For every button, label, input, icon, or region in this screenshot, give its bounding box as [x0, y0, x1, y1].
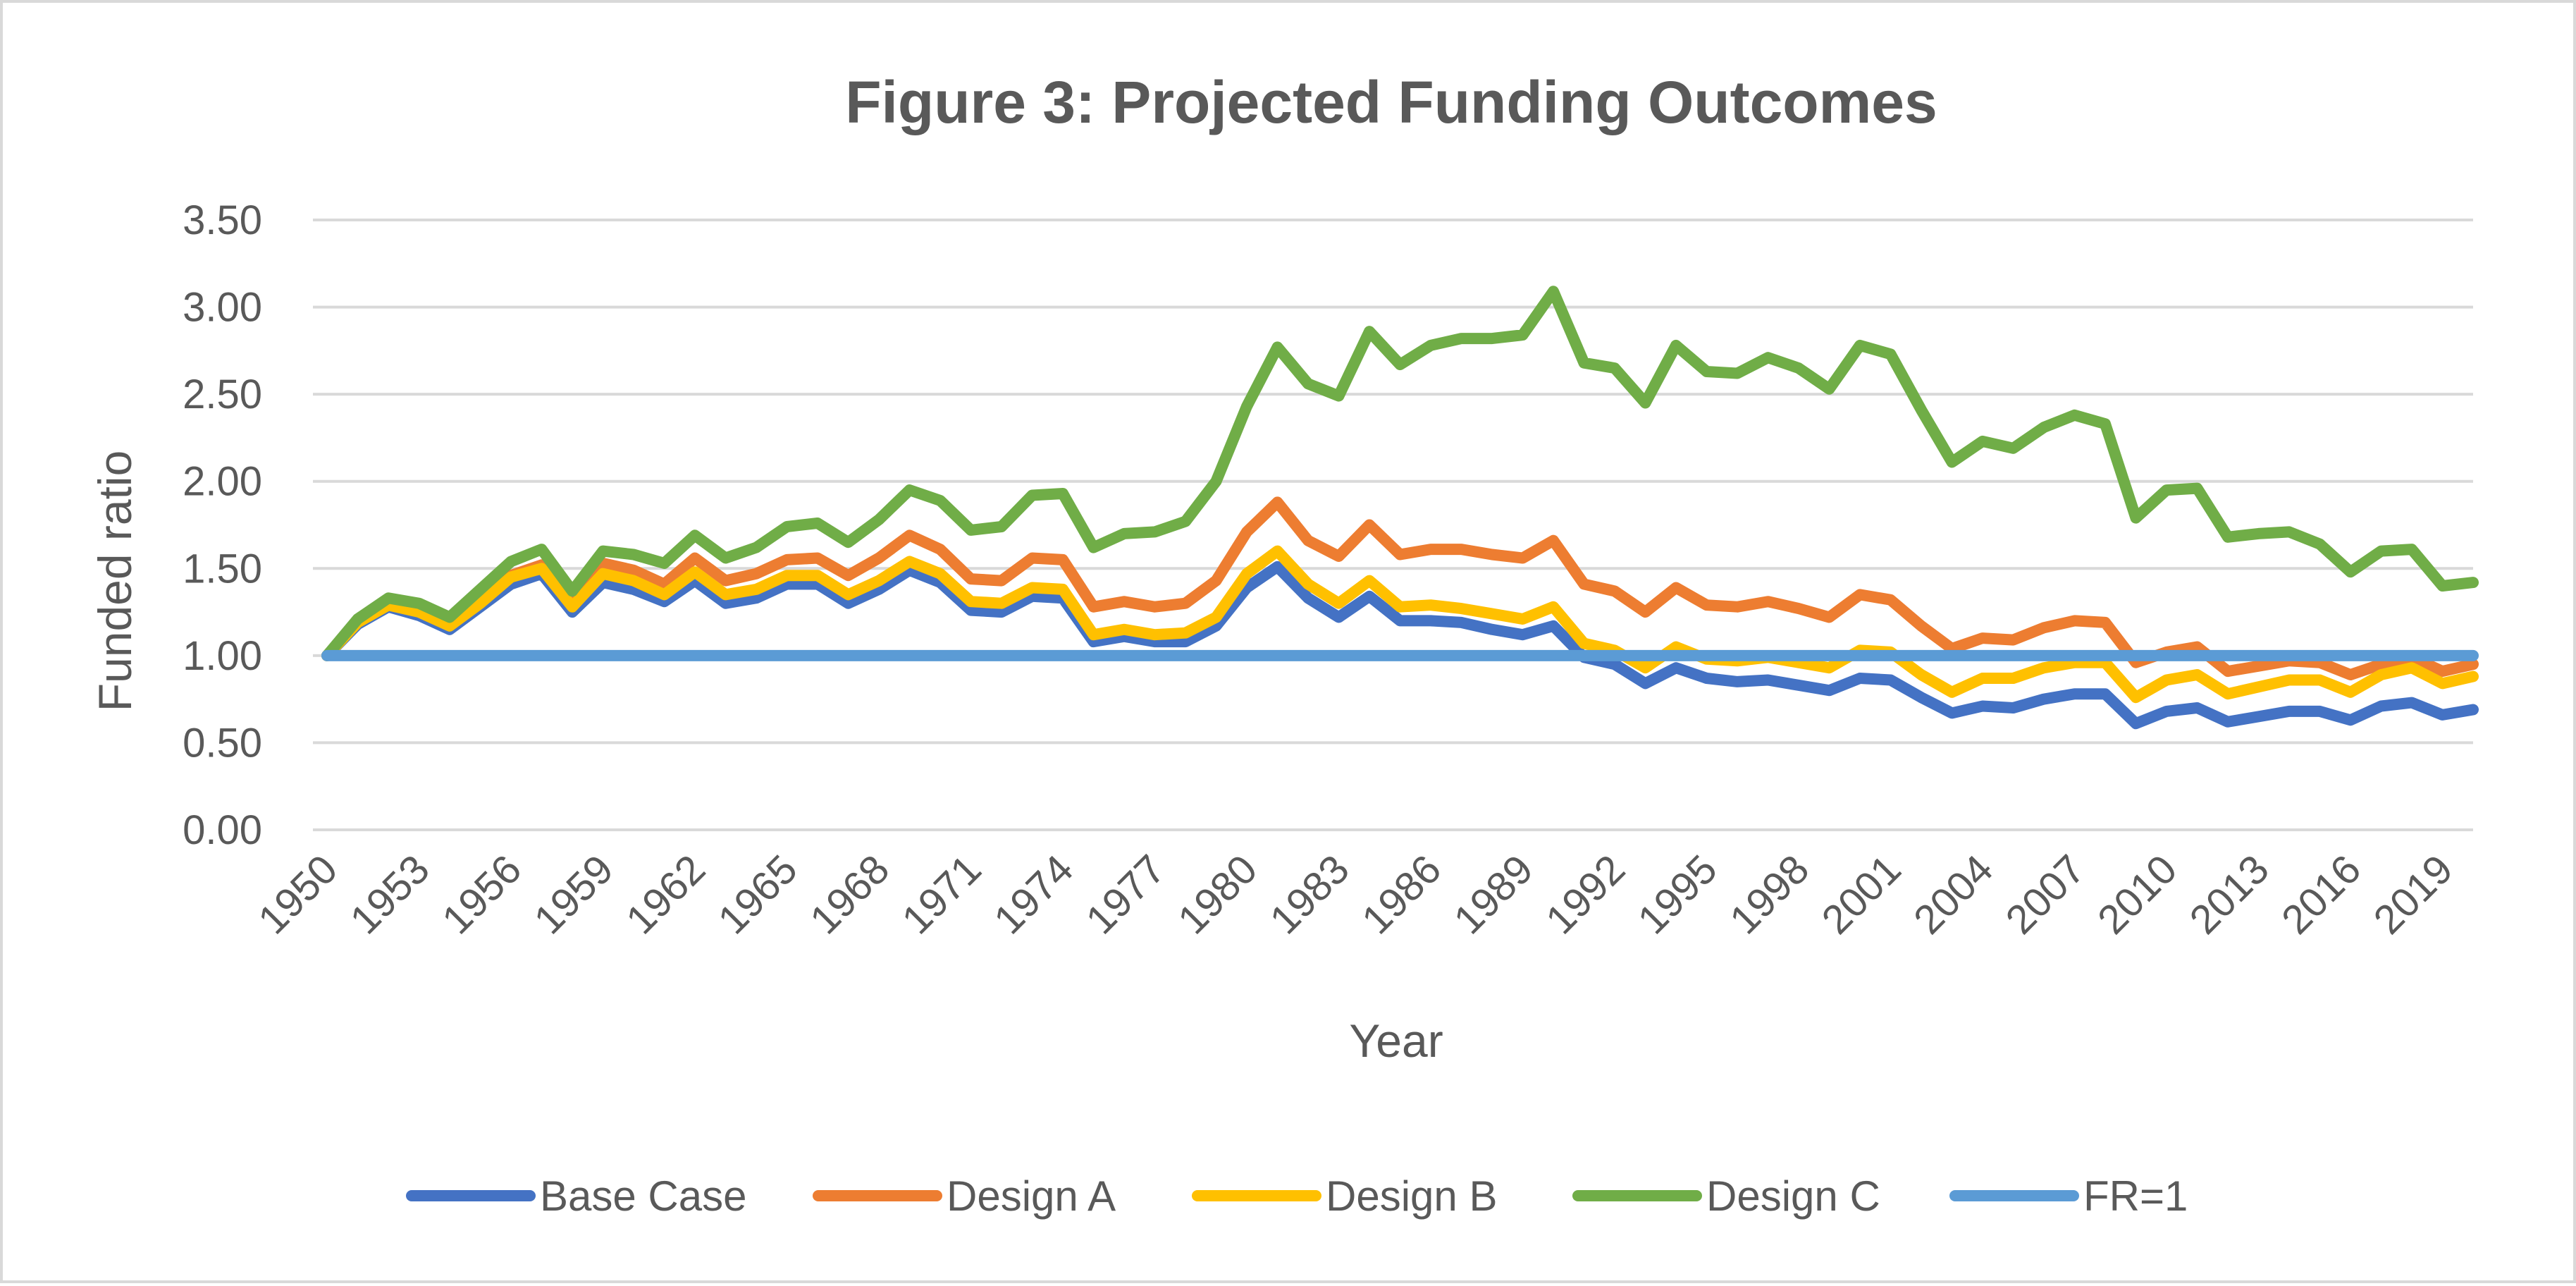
chart-title: Figure 3: Projected Funding Outcomes	[845, 69, 1937, 135]
x-tick-label: 1989	[1445, 846, 1541, 943]
y-axis-ticks: 0.00 0.50 1.00 1.50 2.00 2.50 3.00 3.50	[183, 197, 262, 853]
x-tick-label: 1980	[1169, 846, 1266, 943]
legend-label: FR=1	[2083, 1172, 2188, 1220]
x-tick-label: 1995	[1629, 846, 1725, 943]
x-axis-title: Year	[1349, 1015, 1443, 1067]
y-axis-title: Funded ratio	[89, 451, 141, 712]
x-tick-label: 2016	[2273, 846, 2369, 943]
x-tick-label: 1992	[1537, 846, 1634, 943]
x-tick-label: 1965	[709, 846, 806, 943]
x-tick-label: 2001	[1813, 846, 1909, 943]
y-tick-label: 3.00	[183, 285, 262, 331]
x-tick-label: 1983	[1261, 846, 1357, 943]
y-tick-label: 2.50	[183, 372, 262, 417]
x-tick-label: 2004	[1905, 846, 2002, 943]
x-tick-label: 1986	[1353, 846, 1450, 943]
series-line-design-c	[321, 286, 2479, 661]
y-tick-label: 0.50	[183, 720, 262, 766]
x-tick-label: 2013	[2181, 846, 2277, 943]
x-tick-label: 1971	[893, 846, 990, 943]
gridlines	[313, 219, 2473, 831]
series-line-base-case	[321, 561, 2479, 730]
x-tick-label: 2010	[2089, 846, 2186, 943]
x-tick-label: 1956	[433, 846, 530, 943]
y-tick-label: 2.00	[183, 459, 262, 505]
chart-svg: Figure 3: Projected Funding Outcomes 0.0…	[89, 69, 2479, 1220]
x-tick-label: 1977	[1077, 846, 1173, 943]
legend: Base Case Design A Design B Design C FR=1	[406, 1172, 2188, 1220]
legend-label: Base Case	[540, 1172, 747, 1220]
x-tick-label: 1950	[249, 846, 346, 943]
legend-label: Design A	[947, 1172, 1116, 1220]
x-tick-label: 1974	[985, 846, 1082, 943]
y-tick-label: 0.00	[183, 807, 262, 853]
x-tick-label: 1968	[801, 846, 898, 943]
legend-label: Design C	[1706, 1172, 1880, 1220]
x-tick-label: 1998	[1721, 846, 1818, 943]
series-line-design-a	[321, 496, 2479, 680]
y-tick-label: 1.50	[183, 546, 262, 592]
x-tick-label: 1962	[617, 846, 714, 943]
series-line-design-b	[321, 545, 2479, 704]
x-tick-label: 2007	[1997, 846, 2093, 943]
x-tick-label: 2019	[2365, 846, 2461, 943]
legend-label: Design B	[1326, 1172, 1497, 1220]
y-tick-label: 1.00	[183, 633, 262, 679]
x-tick-label: 1953	[341, 846, 438, 943]
series-lines	[321, 286, 2479, 730]
x-tick-label: 1959	[525, 846, 622, 943]
x-axis-ticks: 1950195319561959196219651968197119741977…	[249, 846, 2462, 943]
y-tick-label: 3.50	[183, 197, 262, 243]
